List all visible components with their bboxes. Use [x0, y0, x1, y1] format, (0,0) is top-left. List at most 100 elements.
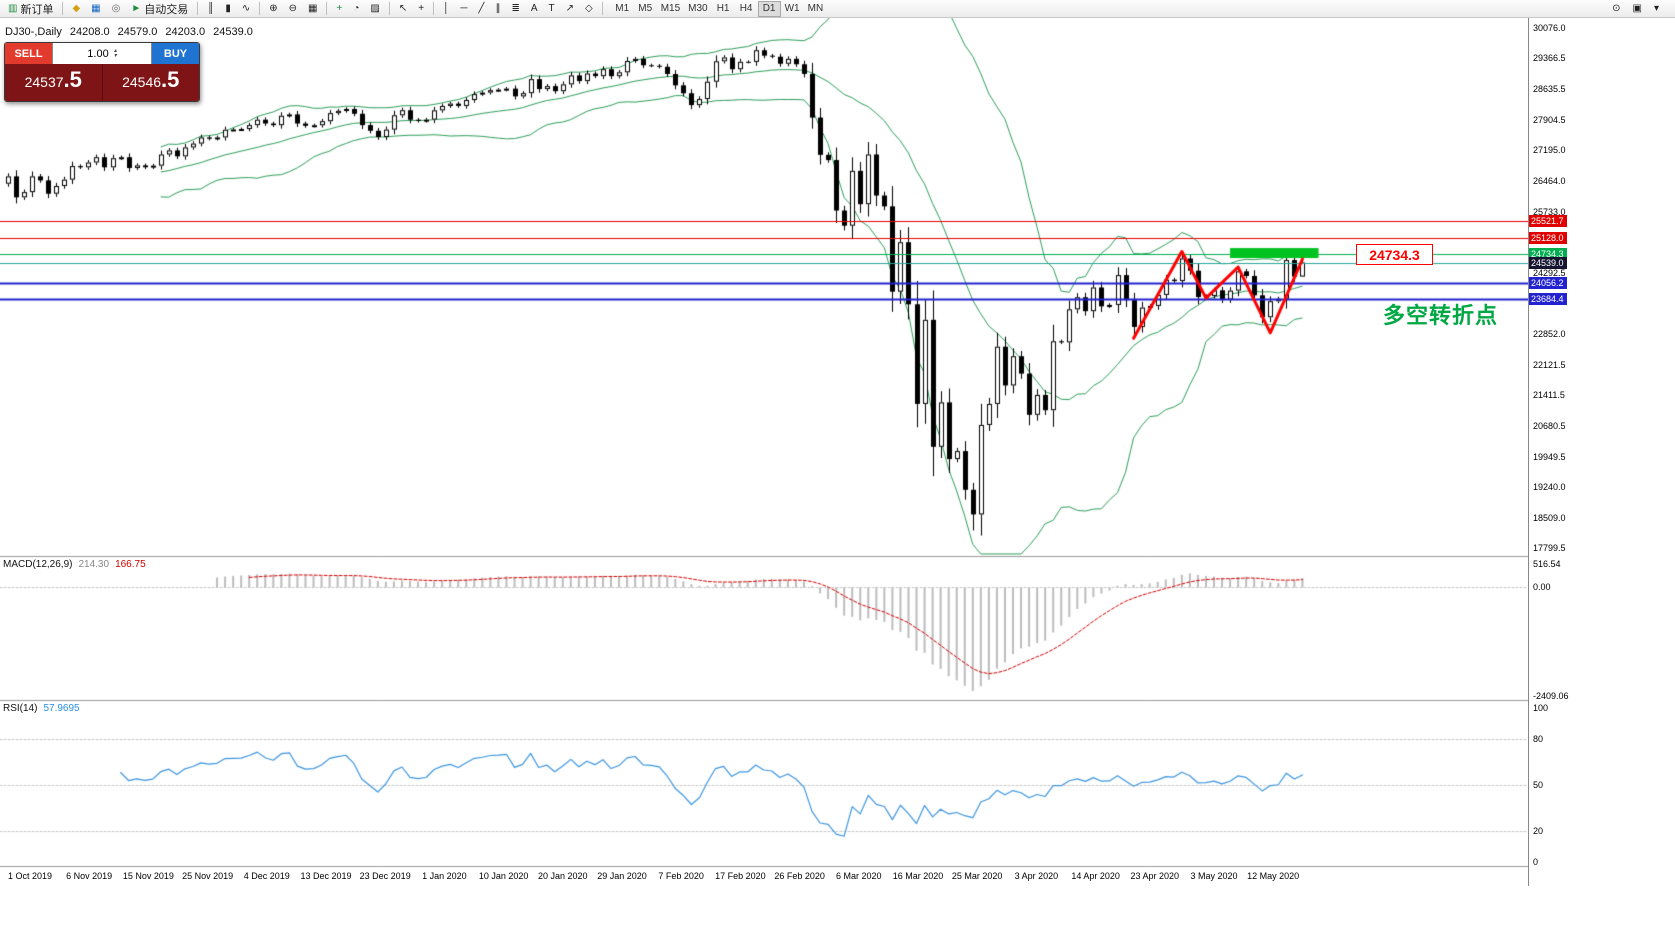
- refresh-button[interactable]: ◎: [107, 1, 126, 17]
- channel-button[interactable]: ∥: [490, 1, 505, 17]
- buy-price-frac: .5: [161, 67, 180, 92]
- date-axis-label: 25 Nov 2019: [182, 871, 234, 881]
- search-button[interactable]: ⊙: [1607, 1, 1625, 17]
- line-chart-icon: ∿: [241, 2, 251, 14]
- date-axis-label: 12 May 2020: [1247, 871, 1300, 881]
- price-axis[interactable]: 30076.0 29366.5 28635.5 27904.5 27195.0 26464…: [1528, 18, 1675, 886]
- rsi-axis-label: 0: [1533, 857, 1539, 867]
- price-axis-label: 29366.5: [1533, 53, 1566, 64]
- toolbar-separator: [62, 2, 64, 15]
- price-axis-label: 24292.5: [1533, 267, 1566, 278]
- volume-down-icon[interactable]: ▾: [113, 52, 117, 59]
- timeframe-h4[interactable]: H4: [735, 1, 758, 17]
- alerts-button[interactable]: ◆: [67, 1, 85, 17]
- price-axis-label: 26464.0: [1533, 175, 1566, 186]
- price-axis-label: 18509.0: [1533, 512, 1566, 523]
- timeframe-m5[interactable]: M5: [634, 1, 657, 17]
- timeframe-m1[interactable]: M1: [611, 1, 634, 17]
- macd-label: MACD(12,26,9) 214.30 166.75: [3, 559, 146, 570]
- candles-chart-button[interactable]: ▮: [220, 1, 236, 17]
- autotrade-icon: ►: [131, 2, 142, 14]
- trendline-icon: ╱: [478, 2, 485, 14]
- date-axis-label: 25 Mar 2020: [951, 871, 1003, 881]
- turning-point-annotation[interactable]: 多空转折点: [1383, 303, 1499, 328]
- fibonacci-button[interactable]: ≣: [506, 1, 524, 17]
- timeframe-m30[interactable]: M30: [684, 1, 711, 17]
- vertical-line-button[interactable]: │: [438, 1, 454, 17]
- zoom-out-button[interactable]: ⊖: [284, 1, 302, 17]
- chart-workspace: DJ30-,Daily 24208.0 24579.0 24203.0 2453…: [0, 18, 1675, 944]
- buy-price-main: 24546: [122, 74, 162, 90]
- date-axis-label: 17 Feb 2020: [715, 871, 766, 881]
- date-axis[interactable]: 1 Oct 2019 6 Nov 2019 15 Nov 2019 25 Nov 20…: [0, 869, 1528, 885]
- market-watch-button[interactable]: ▦: [86, 1, 105, 17]
- label-button[interactable]: T: [544, 1, 560, 17]
- indicators-button[interactable]: +: [331, 1, 347, 17]
- date-axis-label: 13 Dec 2019: [300, 871, 352, 881]
- bars-chart-button[interactable]: ║: [202, 1, 219, 17]
- search-icon: ⊙: [1612, 2, 1621, 14]
- line-chart-button[interactable]: ∿: [237, 1, 255, 17]
- shapes-button[interactable]: ◇: [580, 1, 598, 17]
- autotrade-button[interactable]: ► 自动交易: [126, 1, 193, 17]
- high-value: 24579.0: [117, 26, 158, 38]
- trendline-button[interactable]: ╱: [473, 1, 489, 17]
- tile-windows-button[interactable]: ▦: [303, 1, 322, 17]
- timeframe-d1[interactable]: D1: [757, 0, 781, 17]
- timeframe-m15[interactable]: M15: [657, 1, 684, 17]
- volume-up-icon[interactable]: ▴: [113, 47, 117, 54]
- close-value: 24539.0: [213, 26, 253, 38]
- toolbar-buttons: ▥ 新订单 ◆ ▦ ◎ ► 自动交易 ║ ▮ ∿ ⊕ ⊖ ▦ + ◔ ▨ ↖ + │ ─ ╱ ∥ ≣ A T ↗ ◇: [3, 1, 606, 17]
- crosshair-button[interactable]: +: [413, 1, 429, 17]
- date-axis-label: 23 Dec 2019: [359, 871, 411, 881]
- volume-value: 1.00: [87, 47, 109, 60]
- crosshair-icon: +: [418, 2, 425, 14]
- tile-windows-icon: ▦: [308, 2, 318, 14]
- toolbar-right: ⊙ ▣ ▾: [1607, 1, 1672, 17]
- price-line-label: 24539.0: [1529, 256, 1567, 269]
- autotrade-button-label: 自动交易: [144, 3, 189, 16]
- date-axis-label: 7 Feb 2020: [658, 871, 704, 881]
- sell-price-main: 24537: [24, 74, 64, 90]
- sell-button[interactable]: SELL: [5, 43, 52, 64]
- arrows-button[interactable]: ↗: [561, 1, 579, 17]
- zoom-in-button[interactable]: ⊕: [264, 1, 282, 17]
- zoom-out-icon: ⊖: [288, 2, 298, 14]
- price-line-label: 25128.0: [1529, 231, 1567, 244]
- windows-icon: ▣: [1632, 2, 1642, 14]
- toolbar-separator: [388, 2, 390, 15]
- one-click-trading-panel: SELL 1.00 ▴ ▾ BUY 24537.5 24546.5: [4, 42, 200, 102]
- new-order-button[interactable]: ▥ 新订单: [3, 1, 58, 17]
- templates-button[interactable]: ▨: [365, 1, 384, 17]
- price-axis-label: 27195.0: [1533, 145, 1566, 156]
- rsi-axis-label: 50: [1533, 780, 1544, 790]
- volume-field[interactable]: 1.00 ▴ ▾: [52, 43, 152, 64]
- options-button[interactable]: ▾: [1649, 1, 1664, 17]
- price-callout[interactable]: 24734.3: [1356, 244, 1433, 265]
- chart-canvas[interactable]: [0, 18, 1528, 868]
- text-button[interactable]: A: [526, 1, 543, 17]
- cursor-button[interactable]: ↖: [394, 1, 412, 17]
- timeframe-mn[interactable]: MN: [804, 1, 828, 17]
- sell-price[interactable]: 24537.5: [5, 64, 103, 101]
- price-axis-label: 27904.5: [1533, 114, 1566, 125]
- windows-button[interactable]: ▣: [1628, 1, 1647, 17]
- indicators-icon: +: [336, 2, 343, 14]
- macd-signal-value: 166.75: [115, 559, 146, 570]
- periods-button[interactable]: ◔: [348, 1, 364, 17]
- horizontal-line-button[interactable]: ─: [455, 1, 472, 17]
- price-axis-label: 28635.5: [1533, 84, 1566, 95]
- periods-icon: ◔: [353, 2, 360, 14]
- date-axis-label: 6 Nov 2019: [66, 871, 113, 881]
- volume-stepper[interactable]: ▴ ▾: [113, 47, 117, 59]
- buy-price[interactable]: 24546.5: [103, 64, 200, 101]
- buy-button[interactable]: BUY: [152, 43, 199, 64]
- label-icon: T: [548, 2, 555, 14]
- new-order-button-label: 新订单: [20, 3, 54, 16]
- macd-axis-label: 516.54: [1533, 559, 1561, 570]
- toolbar: ▥ 新订单 ◆ ▦ ◎ ► 自动交易 ║ ▮ ∿ ⊕ ⊖ ▦ + ◔ ▨ ↖ + │ ─ ╱ ∥ ≣ A T ↗ ◇ M1 M5 M15…: [0, 0, 1675, 18]
- date-axis-label: 20 Jan 2020: [538, 871, 588, 881]
- timeframe-w1[interactable]: W1: [781, 1, 804, 17]
- timeframe-h1[interactable]: H1: [712, 1, 735, 17]
- toolbar-separator: [197, 2, 199, 15]
